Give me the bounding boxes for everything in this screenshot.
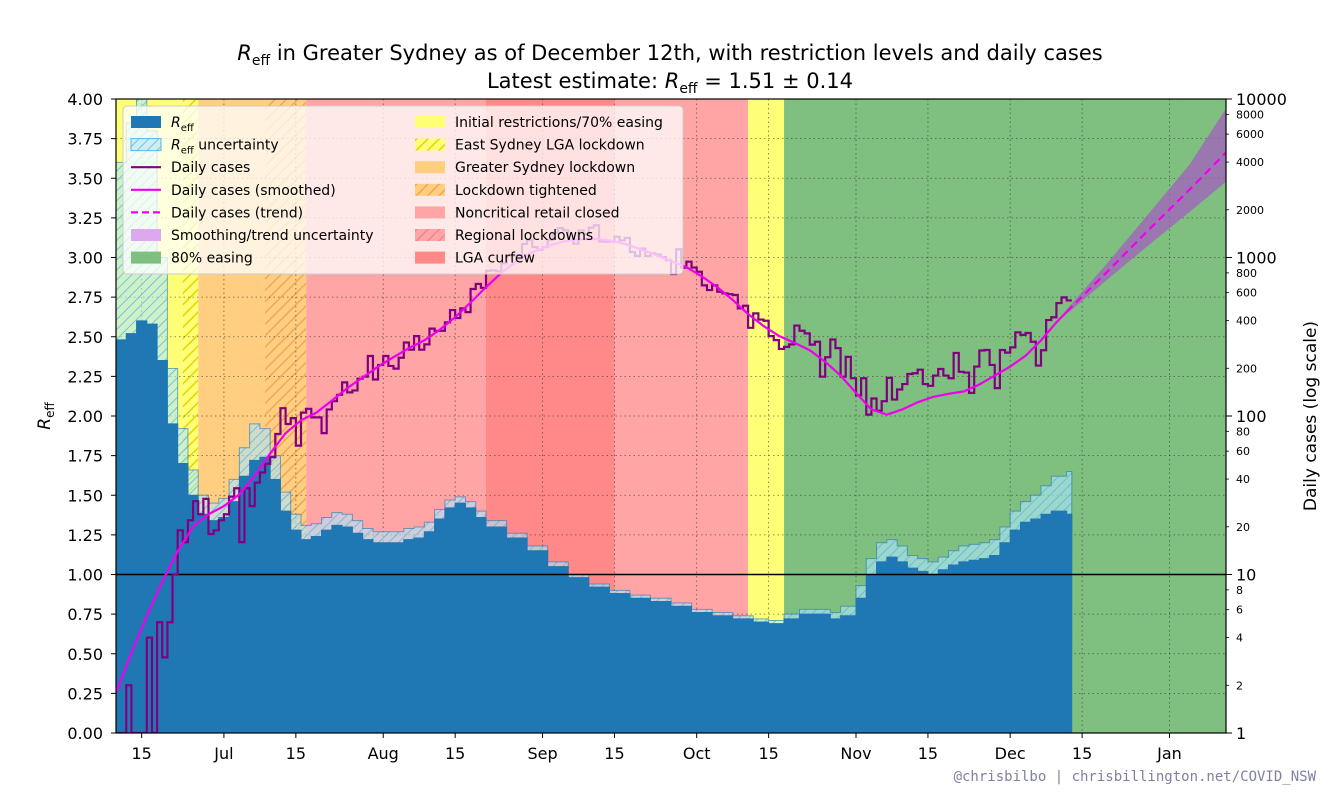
y-left-tick-label: 0.75: [67, 605, 103, 624]
y-right-axis-ticks: 1 10 100 1000 10000 2 4 6 8 20 40 60 80 200 400 600 800 2…: [1226, 90, 1287, 743]
y-left-tick-label: 3.50: [67, 169, 103, 188]
legend-label: Smoothing/trend uncertainty: [171, 228, 374, 244]
y-right-tick-label: 10: [1236, 566, 1256, 585]
legend: Reff Reff uncertainty Daily cases Daily cas…: [122, 105, 684, 275]
x-axis-ticks: 15 Jul 15 Aug 15 Sep 15 Oct 15 Nov 15 Dec 15 Jan: [132, 733, 1182, 763]
legend-label: Daily cases (smoothed): [171, 183, 336, 199]
legend-swatch: [131, 116, 161, 128]
y-right-minor-tick-label: 20: [1236, 521, 1250, 534]
credit-text: @chrisbilbo | chrisbillington.net/COVID_…: [954, 769, 1317, 785]
x-tick-label: Sep: [527, 744, 557, 763]
y-left-tick-label: 2.50: [67, 328, 103, 347]
x-tick-label: 15: [1072, 744, 1092, 763]
legend-swatch: [415, 138, 445, 151]
legend-swatch: [415, 229, 445, 241]
x-tick-label: 15: [286, 744, 306, 763]
x-tick-label: 15: [604, 744, 624, 763]
legend-swatch: [130, 138, 162, 152]
y-right-minor-tick-label: 80: [1236, 425, 1250, 438]
x-tick-label: 15: [132, 744, 152, 763]
y-right-minor-tick-label: 6: [1236, 604, 1243, 617]
y-left-tick-label: 1.75: [67, 447, 103, 466]
x-tick-label: Jan: [1156, 744, 1182, 763]
y-right-minor-tick-label: 2: [1236, 679, 1243, 692]
y-right-minor-tick-label: 40: [1236, 473, 1250, 486]
legend-label: Regional lockdowns: [455, 228, 593, 244]
chart-title-line2: Latest estimate: Reff = 1.51 ± 0.14: [487, 69, 853, 97]
y-right-minor-tick-label: 800: [1236, 267, 1257, 280]
x-tick-label: 15: [445, 744, 465, 763]
y-left-tick-label: 0.50: [67, 645, 103, 664]
y-left-axis-label: Reff: [35, 402, 57, 430]
legend-swatch: [415, 161, 445, 174]
legend-swatch: [415, 116, 445, 128]
y-right-minor-tick-label: 4: [1236, 632, 1243, 645]
y-right-minor-tick-label: 200: [1236, 362, 1257, 375]
y-right-tick-label: 10000: [1236, 90, 1287, 109]
y-right-minor-tick-label: 8: [1236, 584, 1243, 597]
x-tick-label: 15: [758, 744, 778, 763]
x-tick-label: Aug: [368, 744, 399, 763]
y-right-minor-tick-label: 6000: [1236, 128, 1264, 141]
y-left-tick-label: 1.00: [67, 566, 103, 585]
legend-swatch: [131, 229, 161, 241]
legend-label: Daily cases (trend): [171, 205, 303, 221]
y-right-axis-label: Daily cases (log scale): [1301, 321, 1321, 511]
legend-label: Daily cases: [171, 160, 250, 176]
y-left-tick-label: 0.00: [67, 724, 103, 743]
chart-title-line1: Reff in Greater Sydney as of December 12…: [237, 41, 1102, 69]
trend-band: [1066, 108, 1226, 315]
x-tick-label: 15: [918, 744, 938, 763]
y-right-minor-tick-label: 8000: [1236, 108, 1264, 121]
legend-swatch: [415, 251, 445, 264]
legend-label: Initial restrictions/70% easing: [455, 115, 663, 131]
y-left-tick-label: 1.25: [67, 526, 103, 545]
y-right-minor-tick-label: 4000: [1236, 156, 1264, 169]
y-left-tick-label: 3.25: [67, 209, 103, 228]
legend-swatch: [415, 183, 445, 196]
y-left-tick-label: 1.50: [67, 486, 103, 505]
y-right-tick-label: 1000: [1236, 249, 1277, 268]
x-tick-label: Nov: [840, 744, 871, 763]
y-right-minor-tick-label: 60: [1236, 445, 1250, 458]
y-left-tick-label: 3.75: [67, 130, 103, 149]
y-left-axis-ticks: 0.00 0.25 0.50 0.75 1.00 1.25 1.50 1.75 2.00 2.25…: [67, 90, 116, 743]
y-right-tick-label: 1: [1236, 724, 1246, 743]
y-left-tick-label: 2.75: [67, 288, 103, 307]
y-right-minor-tick-label: 2000: [1236, 204, 1264, 217]
trend-uncertainty-band: [1066, 108, 1226, 315]
legend-label: Noncritical retail closed: [455, 205, 620, 221]
legend-label: Greater Sydney lockdown: [455, 160, 635, 176]
y-right-tick-label: 100: [1236, 407, 1267, 426]
legend-label: East Sydney LGA lockdown: [455, 138, 645, 154]
x-tick-label: Dec: [995, 744, 1026, 763]
y-left-tick-label: 4.00: [67, 90, 103, 109]
legend-box: [122, 105, 684, 275]
y-right-minor-tick-label: 400: [1236, 315, 1257, 328]
reff-area: [116, 320, 1073, 733]
y-left-tick-label: 3.00: [67, 249, 103, 268]
y-left-tick-label: 2.25: [67, 367, 103, 386]
reff-fill: [116, 320, 1073, 733]
x-tick-label: Jul: [213, 744, 233, 763]
x-tick-label: Oct: [683, 744, 711, 763]
legend-label: Reff uncertainty: [171, 138, 279, 157]
legend-swatch: [131, 251, 161, 264]
legend-label: Lockdown tightened: [455, 183, 597, 199]
legend-label: Reff: [171, 115, 195, 134]
y-left-tick-label: 2.00: [67, 407, 103, 426]
legend-swatch: [415, 206, 445, 219]
legend-label: 80% easing: [171, 251, 253, 267]
y-right-minor-tick-label: 600: [1236, 287, 1257, 300]
y-left-tick-label: 0.25: [67, 684, 103, 703]
legend-label: LGA curfew: [455, 251, 535, 267]
